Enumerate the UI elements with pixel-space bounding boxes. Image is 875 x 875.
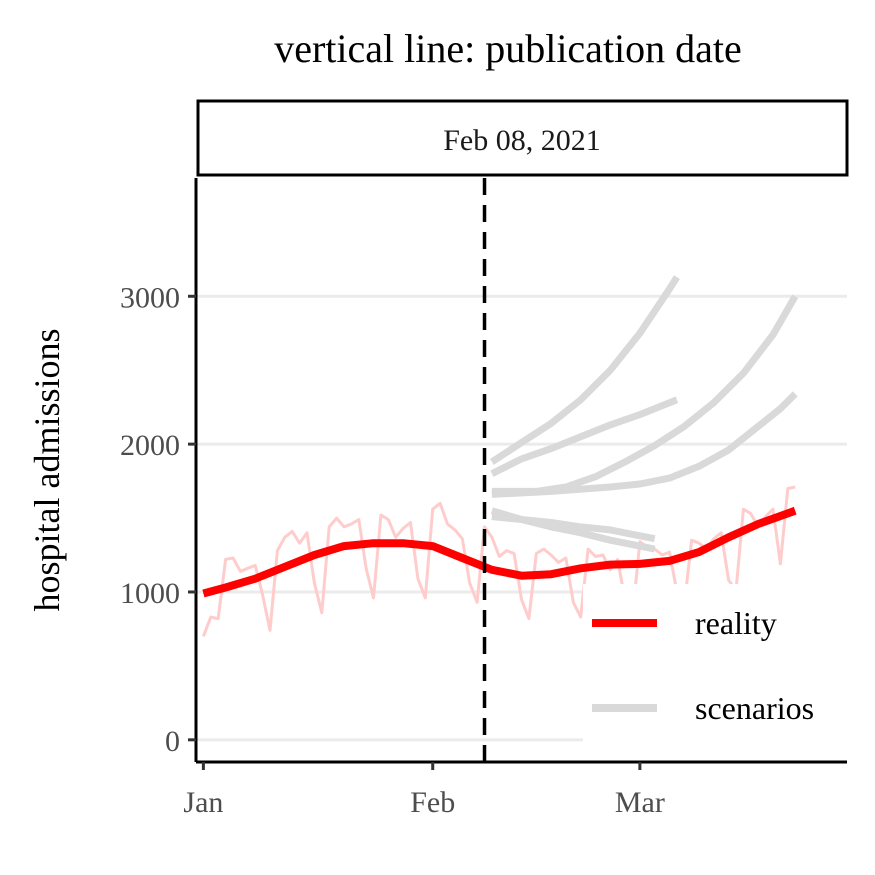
x-tick-label: Feb: [410, 786, 455, 819]
scenario-series-line: [489, 275, 680, 465]
legend-background: [583, 584, 847, 746]
scenario-series-line: [491, 513, 656, 543]
legend-label-scenarios: scenarios: [695, 690, 814, 726]
y-tick-label: 0: [165, 725, 180, 758]
x-tick-label: Jan: [183, 786, 223, 819]
scenario-series-line: [490, 396, 679, 477]
facet-strip: [196, 99, 849, 177]
y-axis-title: hospital admissions: [27, 328, 67, 611]
facet-label: Feb 08, 2021: [443, 124, 601, 157]
plot-area: 0 1000 2000 3000 Jan Feb Mar reality scenarios: [120, 178, 847, 819]
legend-label-reality: reality: [695, 605, 777, 641]
y-tick-label: 1000: [120, 577, 180, 610]
y-tick-label: 2000: [120, 429, 180, 462]
reality-series-line: [202, 506, 797, 598]
daily-series-line: [202, 485, 796, 637]
scenario-series-line: [491, 391, 798, 498]
y-tick-label: 3000: [120, 281, 180, 314]
chart-title: vertical line: publication date: [274, 26, 742, 71]
legend: reality scenarios: [583, 584, 847, 746]
x-tick-label: Mar: [615, 786, 665, 819]
